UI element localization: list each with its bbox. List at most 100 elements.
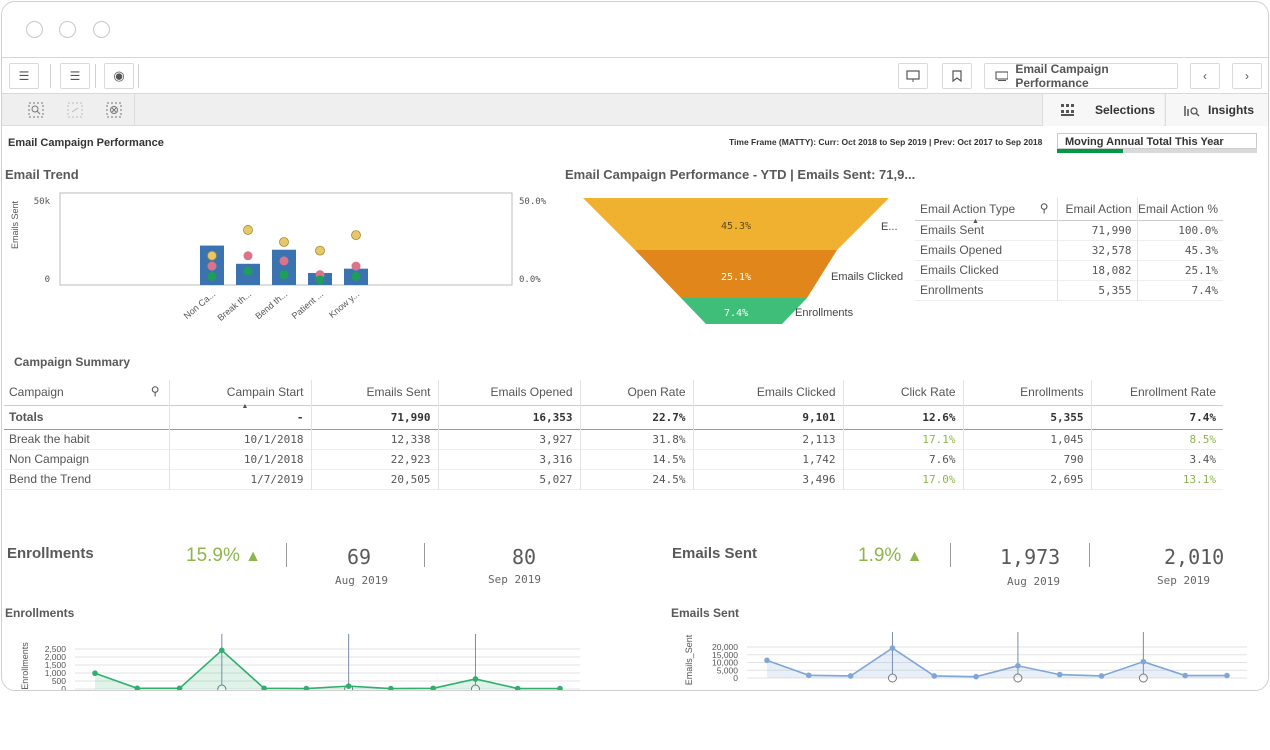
trend-point[interactable]	[243, 225, 253, 235]
reference-marker[interactable]	[217, 684, 227, 691]
summary-table-row[interactable]: Non Campaign 10/1/2018 22,923 3,316 14.5% 1,7…	[4, 449, 1223, 469]
funnel-stage-enrollments[interactable]	[681, 298, 807, 324]
reference-marker[interactable]	[887, 673, 897, 683]
summary-header-cell[interactable]: Campain Start ▲	[169, 380, 312, 410]
smart-search-icon[interactable]	[26, 100, 46, 120]
trend-point[interactable]	[207, 261, 217, 271]
data-point[interactable]	[388, 685, 394, 691]
action-header-value[interactable]: Email Action	[1057, 198, 1138, 220]
summary-totals-row[interactable]: Totals -71,990 16,353 22.7% 9,101 12.6% 5,355 7…	[4, 405, 1223, 429]
summary-header-cell[interactable]: Click Rate	[843, 380, 964, 405]
data-point[interactable]	[1015, 662, 1021, 669]
summary-table-cell[interactable]: Totals	[4, 405, 170, 429]
bookmark-button[interactable]	[942, 63, 972, 89]
data-point[interactable]	[557, 685, 563, 691]
action-table-cell[interactable]: Emails Clicked	[915, 260, 1058, 280]
menu-button[interactable]: ☰	[9, 63, 39, 89]
data-point[interactable]	[847, 673, 854, 679]
trend-bar[interactable]	[272, 249, 296, 285]
globe-button[interactable]: ◉	[104, 63, 134, 89]
funnel-chart[interactable]: 45.3% 25.1% 7.4% E... Emails Clicked Enr…	[577, 192, 907, 332]
data-point[interactable]	[889, 645, 896, 651]
summary-header-cell[interactable]: Enrollments	[963, 380, 1092, 405]
data-point[interactable]	[806, 672, 812, 679]
next-sheet-button[interactable]: ›	[1232, 63, 1262, 89]
trend-point[interactable]	[351, 230, 361, 241]
reference-marker[interactable]	[470, 684, 480, 691]
summary-header-cell[interactable]: Enrollment Rate	[1091, 380, 1223, 405]
trend-point[interactable]	[279, 256, 289, 266]
trend-category-label: Patient ...	[290, 289, 326, 321]
data-point[interactable]	[1224, 672, 1230, 679]
data-point[interactable]	[931, 673, 938, 679]
summary-table-row[interactable]: Bend the Trend 1/7/2019 20,505 5,027 24.5% 3,…	[4, 469, 1223, 489]
data-point[interactable]	[514, 685, 521, 691]
data-point[interactable]	[973, 673, 979, 680]
trend-point[interactable]	[207, 250, 217, 261]
step-forward-icon[interactable]	[65, 100, 85, 120]
summary-table-cell: 2,113	[693, 429, 844, 449]
trend-point[interactable]	[243, 251, 253, 261]
summary-table-cell[interactable]: Bend the Trend	[4, 469, 170, 489]
data-point[interactable]	[303, 685, 310, 691]
window-maximize-button[interactable]	[93, 21, 110, 38]
summary-table-cell[interactable]: Break the habit	[4, 429, 170, 449]
data-point[interactable]	[1182, 672, 1188, 679]
reference-marker[interactable]	[1138, 673, 1148, 683]
search-icon[interactable]: ⚲	[1039, 201, 1049, 215]
action-table-cell[interactable]: Emails Opened	[915, 240, 1058, 260]
present-button[interactable]	[898, 63, 928, 89]
search-icon[interactable]: ⚲	[150, 384, 160, 398]
action-table-cell[interactable]: Enrollments	[915, 280, 1058, 300]
summary-header-cell[interactable]: Emails Opened	[438, 380, 581, 405]
data-point[interactable]	[345, 683, 352, 689]
selections-button[interactable]: Selections	[1042, 94, 1164, 126]
data-point[interactable]	[472, 676, 479, 682]
funnel-stage-opened[interactable]	[583, 198, 889, 250]
mat-button[interactable]: Moving Annual Total This Year	[1057, 133, 1257, 149]
data-point[interactable]	[92, 670, 98, 677]
summary-table-cell[interactable]: Non Campaign	[4, 449, 170, 469]
data-point[interactable]	[430, 685, 436, 691]
summary-header-cell[interactable]: Emails Clicked	[693, 380, 844, 405]
data-point[interactable]	[764, 657, 770, 664]
window-close-button[interactable]	[26, 21, 43, 38]
action-table-cell[interactable]: Emails Sent	[915, 220, 1058, 240]
summary-header-cell[interactable]: Campaign ⚲	[4, 380, 170, 405]
window-minimize-button[interactable]	[59, 21, 76, 38]
action-header-pct[interactable]: Email Action %	[1137, 201, 1218, 216]
sheets-menu-button[interactable]: ☰	[60, 63, 90, 89]
data-point[interactable]	[1056, 671, 1063, 678]
data-point[interactable]	[219, 647, 225, 654]
summary-table-row[interactable]: Break the habit 10/1/2018 12,338 3,927 31.8%…	[4, 429, 1223, 449]
sheet-selector[interactable]: Email Campaign Performance	[984, 62, 1178, 90]
trend-point[interactable]	[315, 245, 325, 256]
data-point[interactable]	[134, 685, 141, 691]
prev-sheet-button[interactable]: ‹	[1190, 63, 1220, 89]
action-table-row[interactable]: Emails Opened 32,578 45.3%	[915, 240, 1223, 260]
action-table-row[interactable]: Enrollments 5,355 7.4%	[915, 280, 1223, 300]
trend-point[interactable]	[243, 266, 253, 276]
insights-button[interactable]: Insights	[1165, 94, 1268, 126]
data-point[interactable]	[1098, 673, 1105, 679]
action-table-row[interactable]: Emails Clicked 18,082 25.1%	[915, 260, 1223, 280]
data-point[interactable]	[261, 685, 267, 691]
action-table-row[interactable]: Emails Sent 71,990 100.0%	[915, 220, 1223, 240]
funnel-stage-clicked[interactable]	[635, 250, 837, 298]
reference-marker[interactable]	[1013, 673, 1023, 683]
action-header-type[interactable]: Email Action Type ⚲ ▲	[915, 198, 1058, 225]
email-trend-chart[interactable]: Emails Sent 50k 0 50.0% 0.0% Non Ca...Br…	[2, 187, 562, 337]
data-point[interactable]	[1140, 658, 1147, 665]
trend-point[interactable]	[315, 275, 325, 285]
summary-header-cell[interactable]: Open Rate	[580, 380, 694, 405]
clear-selections-icon[interactable]	[104, 100, 124, 120]
trend-point[interactable]	[279, 237, 289, 247]
data-point[interactable]	[176, 685, 183, 691]
trend-point[interactable]	[351, 261, 361, 271]
trend-point[interactable]	[279, 270, 289, 280]
trend-point[interactable]	[207, 271, 217, 281]
trend-point[interactable]	[351, 271, 361, 281]
summary-header-cell[interactable]: Emails Sent	[311, 380, 439, 405]
